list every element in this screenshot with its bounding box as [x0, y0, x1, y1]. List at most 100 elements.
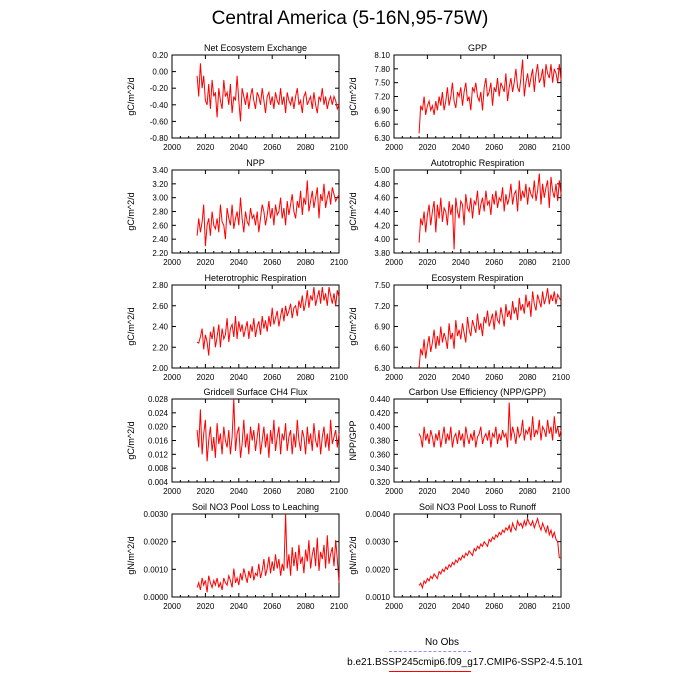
x-tick-label: 2000 — [163, 373, 181, 382]
y-tick-label: 0.0040 — [366, 510, 391, 519]
plot-frame — [393, 398, 562, 483]
y-axis-label: gN/m^2/d — [348, 536, 358, 574]
y-axis-label: gC/m^2/d — [348, 192, 358, 230]
y-axis-label: gC/m^2/d — [126, 307, 136, 345]
x-tick-label: 2000 — [385, 487, 403, 496]
x-tick-label: 2100 — [330, 602, 348, 611]
y-tick-label: 0.00 — [152, 68, 168, 77]
x-tick-label: 2020 — [197, 487, 215, 496]
y-tick-label: 0.0030 — [366, 538, 391, 547]
x-tick-label: 2080 — [519, 487, 537, 496]
y-tick-label: 2.20 — [152, 249, 168, 258]
y-tick-label: 5.00 — [374, 166, 390, 175]
x-tick-label: 2100 — [330, 258, 348, 267]
y-tick-label: 8.10 — [374, 51, 390, 60]
y-axis-label: gC/m^2/d — [126, 421, 136, 459]
x-tick-label: 2000 — [163, 487, 181, 496]
x-tick-label: 2000 — [163, 143, 181, 152]
x-tick-label: 2020 — [197, 373, 215, 382]
chart-panel-8: Soil NO3 Pool Loss to Leaching gN/m^2/d 20… — [126, 502, 348, 611]
x-tick-label: 2020 — [419, 373, 437, 382]
y-tick-label: 6.60 — [374, 120, 390, 129]
panel-title: Net Ecosystem Exchange — [204, 43, 307, 53]
panel-title: Soil NO3 Pool Loss to Leaching — [192, 502, 319, 512]
plot-frame — [393, 513, 562, 598]
series-line — [418, 516, 561, 590]
y-tick-label: 0.320 — [370, 478, 391, 487]
y-tick-label: 2.40 — [152, 235, 168, 244]
series-line — [418, 173, 562, 250]
x-tick-label: 2040 — [452, 487, 470, 496]
x-tick-label: 2040 — [452, 373, 470, 382]
y-tick-label: 3.80 — [374, 249, 390, 258]
chart-panel-3: Autotrophic Respiration gC/m^2/d 2000 2020 2… — [348, 158, 570, 267]
y-tick-label: 6.30 — [374, 364, 390, 373]
x-tick-label: 2100 — [552, 487, 570, 496]
y-tick-label: 4.20 — [374, 221, 390, 230]
y-tick-label: -0.40 — [150, 101, 169, 110]
panel-title: Soil NO3 Pool Loss to Runoff — [419, 502, 536, 512]
x-tick-label: 2100 — [552, 258, 570, 267]
x-tick-label: 2060 — [485, 143, 503, 152]
series-line — [196, 63, 340, 122]
y-tick-label: 2.60 — [152, 221, 168, 230]
x-tick-label: 2060 — [263, 143, 281, 152]
x-tick-label: 2000 — [385, 143, 403, 152]
y-tick-label: 6.90 — [374, 106, 390, 115]
plot-frame — [171, 169, 340, 254]
x-tick-label: 2000 — [385, 258, 403, 267]
y-axis-label: gC/m^2/d — [348, 307, 358, 345]
x-tick-label: 2080 — [297, 143, 315, 152]
x-tick-label: 2100 — [330, 373, 348, 382]
series-line — [196, 398, 340, 462]
chart-panel-2: NPP gC/m^2/d 2000 2020 2040 2060 2080 2100 3.40 3… — [126, 158, 348, 267]
x-tick-label: 2000 — [163, 258, 181, 267]
x-tick-label: 2080 — [297, 373, 315, 382]
panel-title: GPP — [468, 43, 487, 53]
x-tick-label: 2020 — [197, 143, 215, 152]
series-line — [196, 513, 340, 593]
y-tick-label: 0.004 — [148, 478, 169, 487]
y-axis-label: gC/m^2/d — [126, 192, 136, 230]
y-tick-label: 0.0010 — [366, 593, 391, 602]
y-tick-label: 0.0000 — [144, 593, 169, 602]
x-tick-label: 2020 — [419, 258, 437, 267]
y-tick-label: 7.80 — [374, 65, 390, 74]
x-tick-label: 2100 — [330, 143, 348, 152]
x-tick-label: 2020 — [419, 487, 437, 496]
legend-run-line — [389, 671, 471, 672]
y-tick-label: 6.60 — [374, 343, 390, 352]
series-line — [418, 59, 562, 134]
plot-frame — [171, 284, 340, 369]
series-line — [196, 287, 340, 356]
x-tick-label: 2080 — [519, 258, 537, 267]
x-tick-label: 2000 — [163, 602, 181, 611]
x-tick-label: 2020 — [197, 602, 215, 611]
y-axis-label: NPP/GPP — [348, 420, 358, 460]
panel-title: Carbon Use Efficiency (NPP/GPP) — [409, 387, 546, 397]
y-tick-label: 4.80 — [374, 180, 390, 189]
y-tick-label: 0.016 — [148, 437, 169, 446]
y-tick-label: 0.360 — [370, 450, 391, 459]
y-tick-label: 0.0020 — [144, 538, 169, 547]
x-tick-label: 2100 — [552, 602, 570, 611]
y-tick-label: 7.50 — [374, 281, 390, 290]
x-tick-label: 2040 — [452, 258, 470, 267]
x-tick-label: 2100 — [330, 487, 348, 496]
plot-frame — [171, 398, 340, 483]
x-tick-label: 2040 — [230, 373, 248, 382]
y-tick-label: 3.00 — [152, 194, 168, 203]
chart-panel-6: Gridcell Surface CH4 Flux gC/m^2/d 2000 202… — [126, 387, 348, 496]
y-tick-label: 2.00 — [152, 364, 168, 373]
x-tick-label: 2040 — [230, 602, 248, 611]
panel-title: Ecosystem Respiration — [431, 273, 523, 283]
y-tick-label: 4.60 — [374, 194, 390, 203]
x-tick-label: 2060 — [263, 258, 281, 267]
y-tick-label: 0.024 — [148, 409, 169, 418]
y-axis-label: gN/m^2/d — [126, 536, 136, 574]
x-tick-label: 2060 — [485, 373, 503, 382]
y-tick-label: 0.012 — [148, 450, 169, 459]
chart-panel-1: GPP gC/m^2/d 2000 2020 2040 2060 2080 2100 8.10 7… — [348, 43, 570, 152]
x-tick-label: 2080 — [519, 373, 537, 382]
